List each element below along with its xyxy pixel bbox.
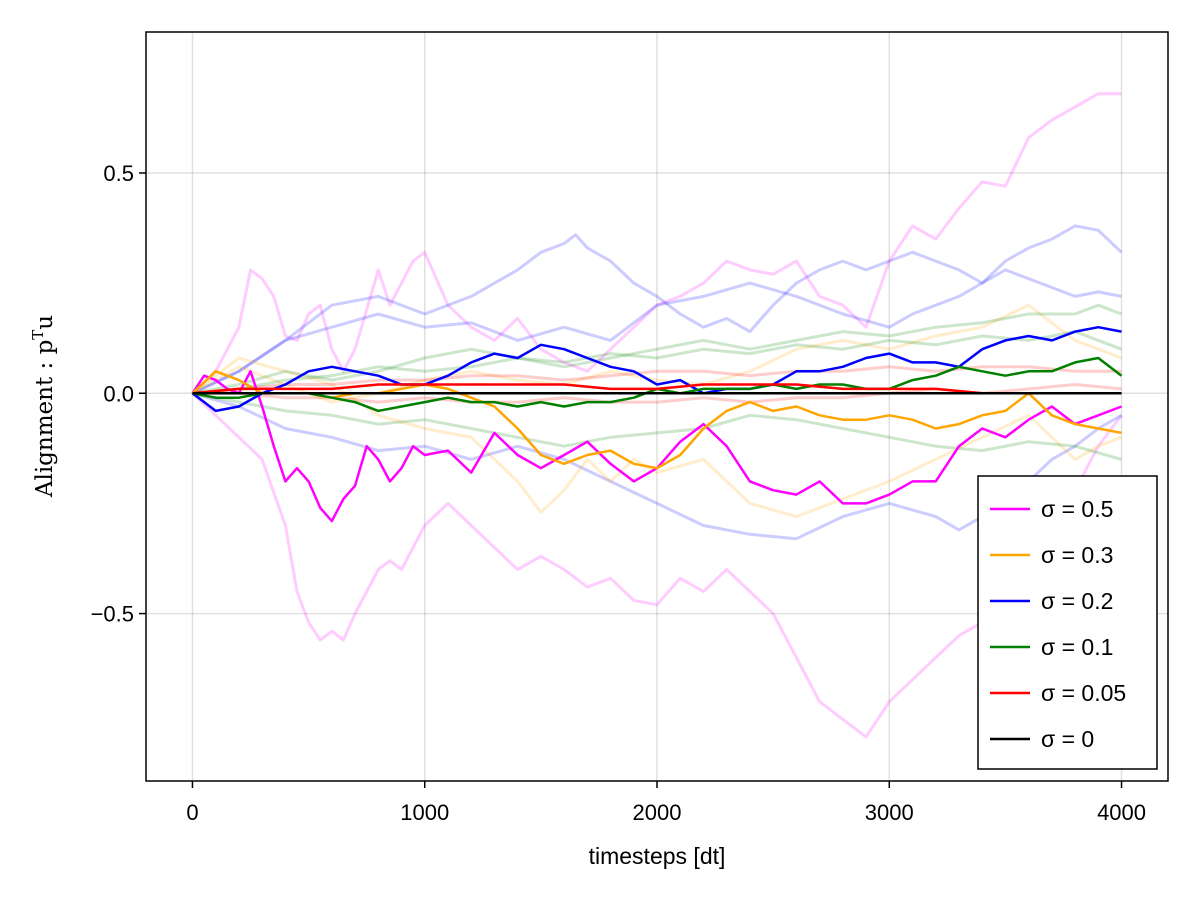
faint-series-line [191, 92, 1122, 395]
series-line [191, 370, 1122, 523]
x-axis-ticks: 0 1000 2000 3000 4000 [186, 781, 1146, 825]
series-line [191, 370, 1122, 470]
y-tick-label: 0.0 [103, 381, 134, 406]
legend-entry-label: σ = 0.5 [1041, 496, 1113, 522]
series-line [191, 325, 1122, 413]
y-axis-ticks: −0.5 0.0 0.5 [91, 161, 146, 627]
legend-box [977, 475, 1158, 770]
legend-entry-label: σ = 0.05 [1041, 680, 1126, 706]
x-tick-label: 4000 [1097, 800, 1146, 825]
y-tick-label: −0.5 [91, 602, 134, 627]
y-tick-label: 0.5 [103, 161, 134, 186]
x-tick-label: 1000 [400, 800, 449, 825]
y-axis-label-main: Alignment : p [32, 340, 58, 498]
faint-series-line [191, 303, 1123, 404]
y-axis-label: Alignment : pTu [29, 315, 58, 498]
faint-series-line [192, 391, 1122, 461]
faint-series-line [192, 303, 1123, 395]
y-axis-label-tail: u [32, 315, 58, 330]
y-axis-label-sup: T [29, 330, 47, 340]
series-line [192, 383, 1122, 395]
faint-series-line [191, 392, 1123, 739]
x-axis-label: timesteps [dt] [589, 843, 726, 869]
x-tick-label: 0 [186, 800, 198, 825]
main-series-group [191, 325, 1123, 523]
faint-series-line [191, 224, 1123, 395]
x-tick-label: 3000 [865, 800, 914, 825]
faint-series-line [192, 330, 1123, 395]
legend-entry-label: σ = 0.2 [1041, 588, 1113, 614]
legend: σ = 0.5 σ = 0.3 σ = 0.2 σ = 0.1 σ = 0.05 σ = … [977, 475, 1158, 770]
legend-entry-label: σ = 0.3 [1041, 542, 1113, 568]
legend-entry-label: σ = 0.1 [1041, 634, 1113, 660]
legend-entry-label: σ = 0 [1041, 726, 1094, 752]
x-tick-label: 2000 [633, 800, 682, 825]
faint-series-line [191, 268, 1122, 395]
